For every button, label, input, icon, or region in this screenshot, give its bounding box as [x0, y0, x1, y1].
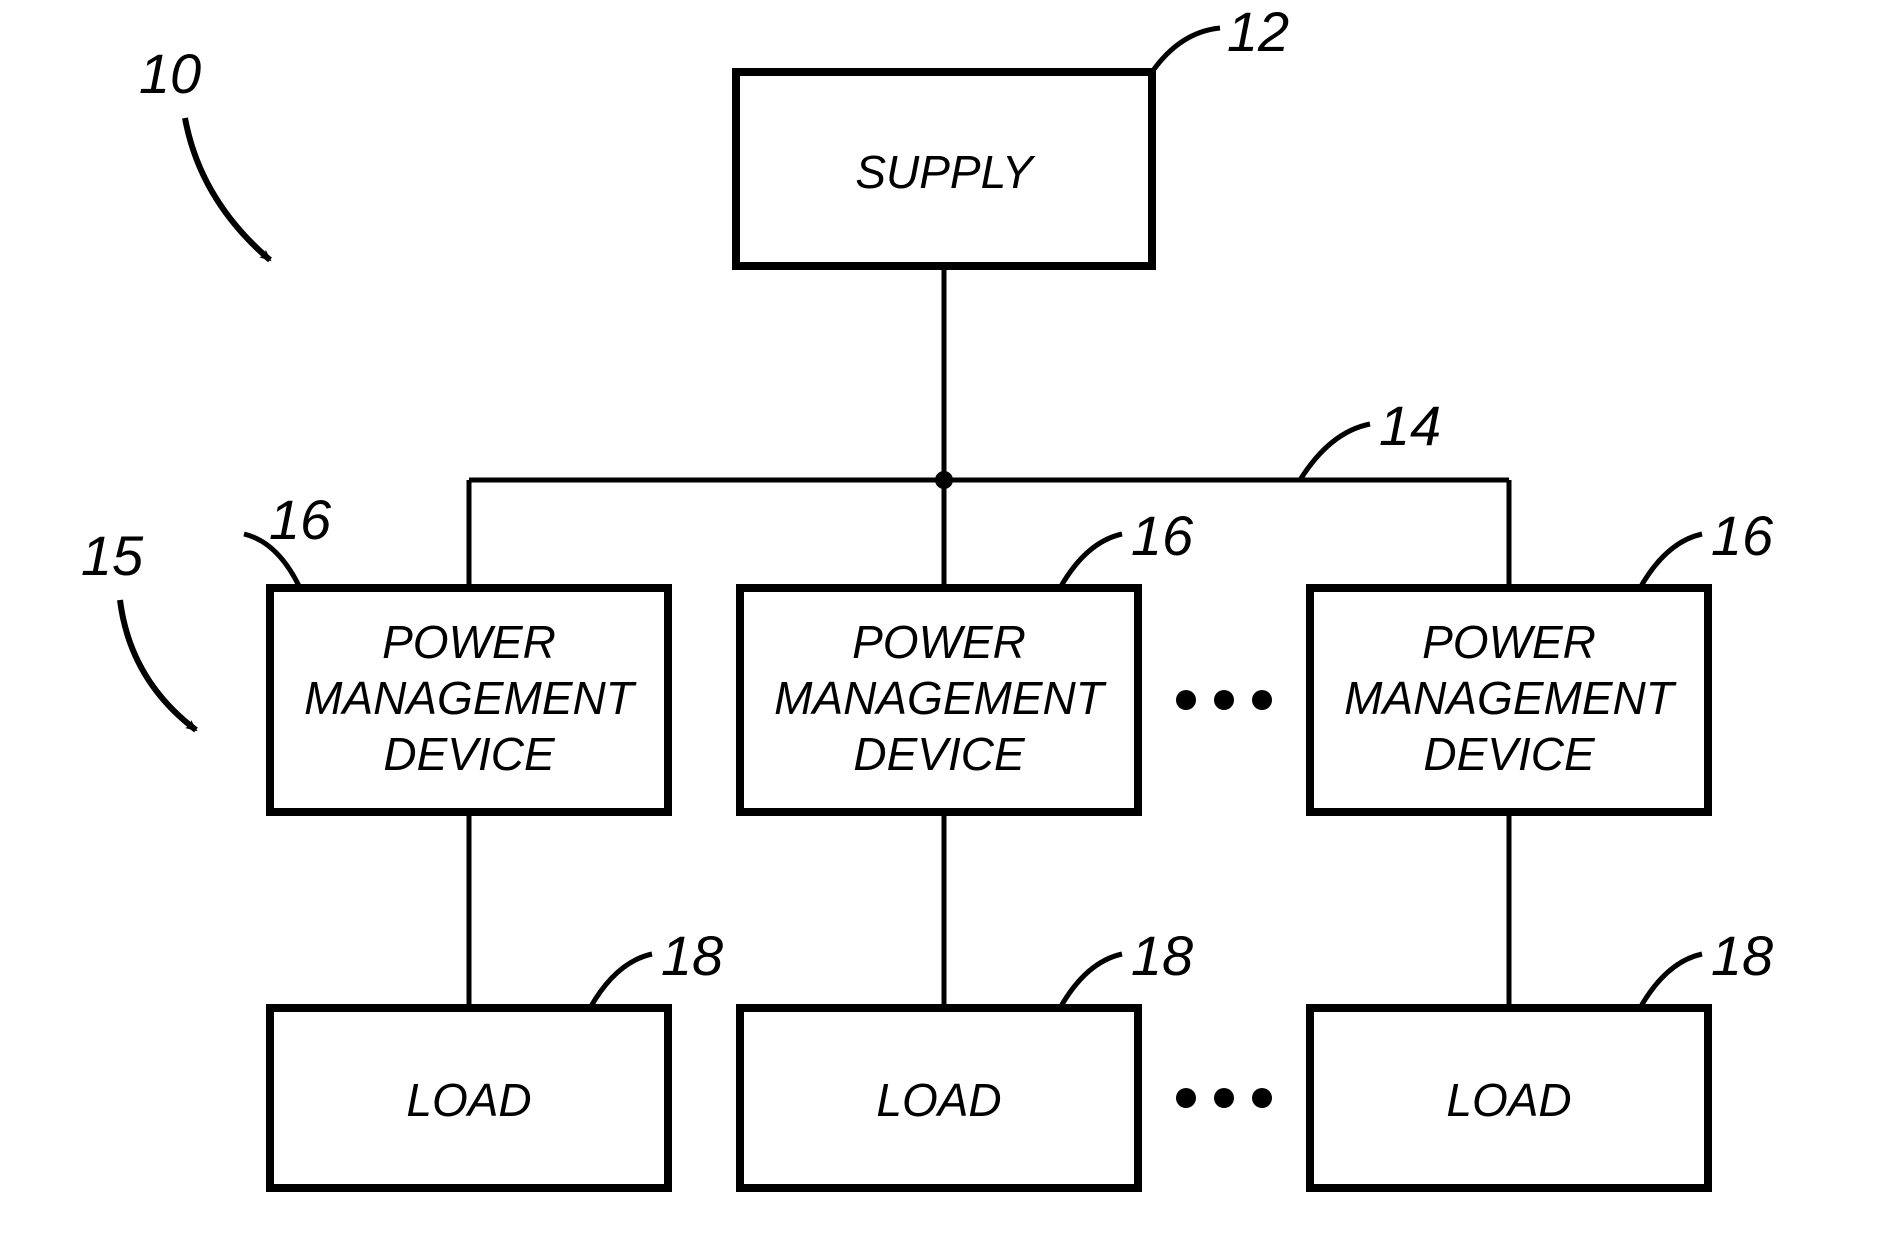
ref-14: 14 — [1300, 394, 1441, 480]
ref-14-label: 14 — [1379, 394, 1441, 457]
ref-10: 10 — [139, 42, 270, 260]
ref-18-load1: 18 — [590, 924, 723, 1008]
pmd-box-3: POWER MANAGEMENT DEVICE — [1310, 588, 1708, 812]
diagram-canvas: SUPPLY POWER MANAGEMENT DEVICE POWER MAN… — [0, 0, 1882, 1247]
ellipsis-load-row — [1176, 1088, 1272, 1108]
load-box-1: LOAD — [270, 1008, 668, 1188]
pmd1-line3: DEVICE — [383, 728, 556, 780]
pmd2-line2: MANAGEMENT — [774, 672, 1107, 724]
ref-16-pmd2: 16 — [1060, 504, 1194, 588]
ref-16-pmd1: 16 — [244, 488, 332, 588]
ref-16-pmd2-label: 16 — [1131, 504, 1194, 567]
pmd2-line3: DEVICE — [853, 728, 1026, 780]
pmd1-line2: MANAGEMENT — [304, 672, 637, 724]
ref-18-load2: 18 — [1060, 924, 1193, 1008]
load3-label: LOAD — [1446, 1074, 1571, 1126]
pmd3-line1: POWER — [1422, 616, 1596, 668]
ref-16-pmd1-label: 16 — [269, 488, 332, 551]
load-box-2: LOAD — [740, 1008, 1138, 1188]
pmd3-line3: DEVICE — [1423, 728, 1596, 780]
supply-box: SUPPLY — [736, 72, 1152, 266]
ref-12: 12 — [1152, 0, 1289, 72]
ref-18-load3-label: 18 — [1711, 924, 1773, 987]
ref-10-label: 10 — [139, 42, 201, 105]
load1-label: LOAD — [406, 1074, 531, 1126]
ref-12-label: 12 — [1227, 0, 1289, 63]
pmd1-line1: POWER — [382, 616, 556, 668]
ref-18-load1-label: 18 — [661, 924, 723, 987]
ref-16-pmd3: 16 — [1640, 504, 1774, 588]
load2-label: LOAD — [876, 1074, 1001, 1126]
load-box-3: LOAD — [1310, 1008, 1708, 1188]
pmd2-line1: POWER — [852, 616, 1026, 668]
pmd-box-2: POWER MANAGEMENT DEVICE — [740, 588, 1138, 812]
ref-18-load3: 18 — [1640, 924, 1773, 1008]
ref-15: 15 — [81, 524, 196, 730]
supply-label: SUPPLY — [855, 146, 1036, 198]
pmd-box-1: POWER MANAGEMENT DEVICE — [270, 588, 668, 812]
pmd3-line2: MANAGEMENT — [1344, 672, 1677, 724]
ref-15-label: 15 — [81, 524, 144, 587]
ref-16-pmd3-label: 16 — [1711, 504, 1774, 567]
ref-18-load2-label: 18 — [1131, 924, 1193, 987]
ellipsis-pmd-row — [1176, 690, 1272, 710]
